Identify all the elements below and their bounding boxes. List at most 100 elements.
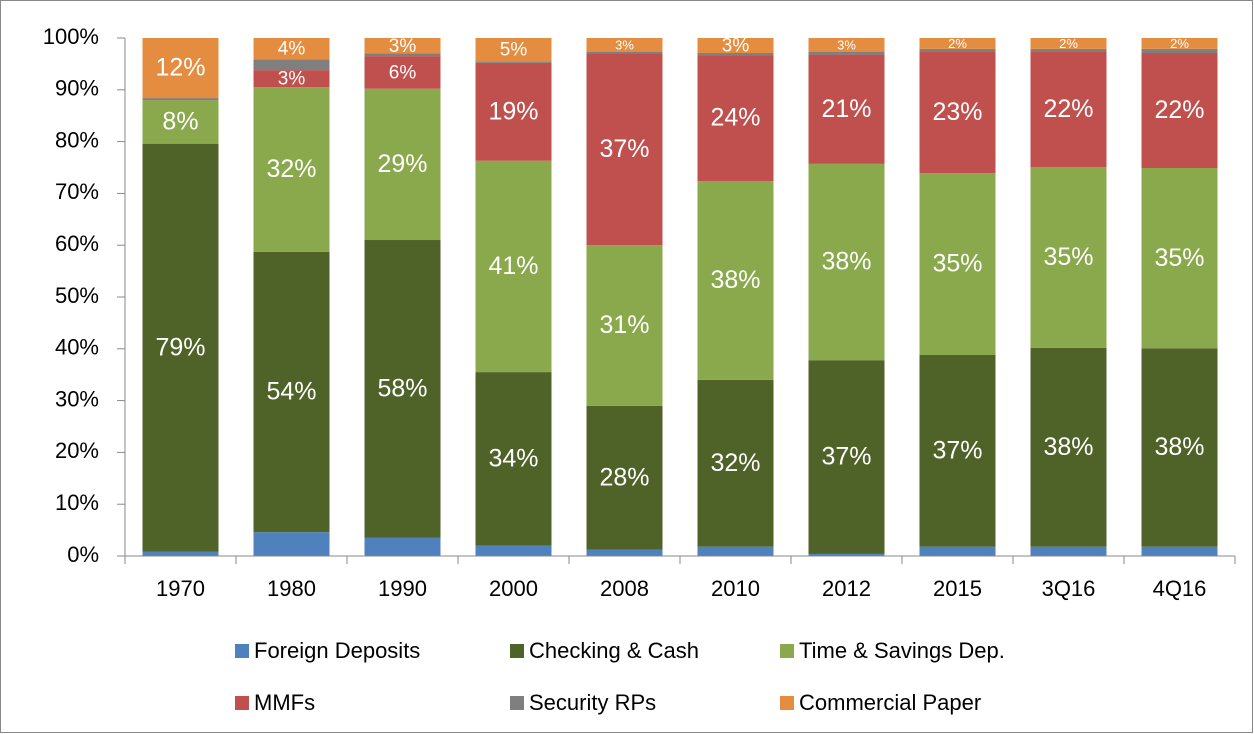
bar-segment (475, 62, 552, 161)
bar-segment (586, 405, 663, 550)
bar-segment (253, 38, 330, 60)
data-label: 6% (389, 62, 417, 83)
data-label: 35% (1154, 244, 1204, 272)
legend-swatch (235, 696, 249, 710)
bar-segment (919, 546, 996, 556)
bar-segment (1141, 348, 1218, 547)
bar-segment (919, 38, 996, 49)
legend-swatch (780, 696, 794, 710)
data-label: 21% (821, 95, 871, 123)
bar-segment (475, 38, 552, 62)
data-label: 28% (599, 463, 649, 491)
data-label: 3% (837, 37, 856, 52)
bar-segment (697, 546, 774, 556)
bar-segment (253, 251, 330, 533)
data-label: 79% (155, 333, 205, 361)
bar-segment (364, 56, 441, 89)
y-tick-label: 70% (55, 179, 99, 204)
bar-segment (586, 549, 663, 556)
bar-segment (919, 173, 996, 356)
data-label: 3% (278, 69, 306, 90)
data-label: 38% (821, 248, 871, 276)
bar-segment (1030, 48, 1107, 52)
bar-segment (253, 70, 330, 88)
data-label: 37% (599, 135, 649, 163)
data-label: 3% (722, 36, 750, 57)
bar-segment (586, 51, 663, 54)
data-label: 24% (710, 104, 760, 132)
bar-segment (586, 53, 663, 246)
bar-segment (142, 98, 219, 100)
x-tick-label: 2010 (711, 576, 760, 601)
y-tick-label: 60% (55, 231, 99, 256)
bar-segment (142, 143, 219, 552)
bar-segment (808, 163, 885, 361)
y-tick-label: 10% (55, 490, 99, 515)
legend-label: MMFs (254, 690, 315, 715)
bar-segment (142, 38, 219, 99)
legend-label: Time & Savings Dep. (799, 638, 1005, 663)
data-label: 54% (266, 378, 316, 406)
data-label: 38% (710, 266, 760, 294)
legend-swatch (510, 644, 524, 658)
bar-segment (253, 87, 330, 252)
data-label: 22% (1043, 95, 1093, 123)
data-label: 29% (377, 150, 427, 178)
legend-label: Commercial Paper (799, 690, 981, 715)
x-tick-label: 2015 (933, 576, 982, 601)
data-label: 5% (500, 40, 528, 61)
bar-segment (1030, 347, 1107, 547)
legend-label: Security RPs (529, 690, 656, 715)
bar-segment (475, 372, 552, 546)
bar-segment (586, 38, 663, 52)
data-label: 35% (1043, 243, 1093, 271)
bar-segment (697, 379, 774, 547)
bar-segment (253, 59, 330, 71)
x-tick-label: 3Q16 (1042, 576, 1096, 601)
data-label: 3% (615, 37, 634, 52)
bar-segment (808, 51, 885, 55)
bar-segment (1030, 546, 1107, 556)
bar-segment (1030, 51, 1107, 167)
y-tick-label: 20% (55, 438, 99, 463)
legend-swatch (235, 644, 249, 658)
data-label: 4% (278, 39, 306, 60)
data-label: 32% (266, 155, 316, 183)
data-label: 38% (1154, 433, 1204, 461)
bar-segment (253, 532, 330, 556)
x-tick-label: 1970 (156, 576, 205, 601)
data-label: 22% (1154, 96, 1204, 124)
y-tick-label: 40% (55, 335, 99, 360)
bar-segment (1141, 53, 1218, 169)
bar-segment (1030, 38, 1107, 49)
data-label: 35% (932, 250, 982, 278)
bar-segment (808, 360, 885, 554)
bar-segment (808, 54, 885, 164)
bar-segment (1030, 166, 1107, 348)
data-label: 58% (377, 375, 427, 403)
bar-segment (919, 355, 996, 547)
data-label: 19% (488, 97, 538, 125)
legend-label: Checking & Cash (529, 638, 699, 663)
y-tick-label: 0% (67, 542, 99, 567)
data-label: 37% (932, 436, 982, 464)
data-label: 34% (488, 444, 538, 472)
x-tick-label: 1990 (378, 576, 427, 601)
y-tick-label: 90% (55, 76, 99, 101)
data-label: 12% (155, 54, 205, 82)
bar-segment (475, 160, 552, 373)
bar-segment (586, 245, 663, 406)
legend-swatch (780, 644, 794, 658)
bar-segment (808, 553, 885, 556)
bar-segment (142, 551, 219, 556)
bar-segment (1141, 168, 1218, 349)
x-tick-label: 2008 (600, 576, 649, 601)
bar-segment (475, 61, 552, 63)
data-label: 8% (162, 108, 198, 136)
bar-segment (919, 48, 996, 52)
bar-segment (364, 240, 441, 538)
bar-segment (364, 53, 441, 57)
legend-label: Foreign Deposits (254, 638, 420, 663)
